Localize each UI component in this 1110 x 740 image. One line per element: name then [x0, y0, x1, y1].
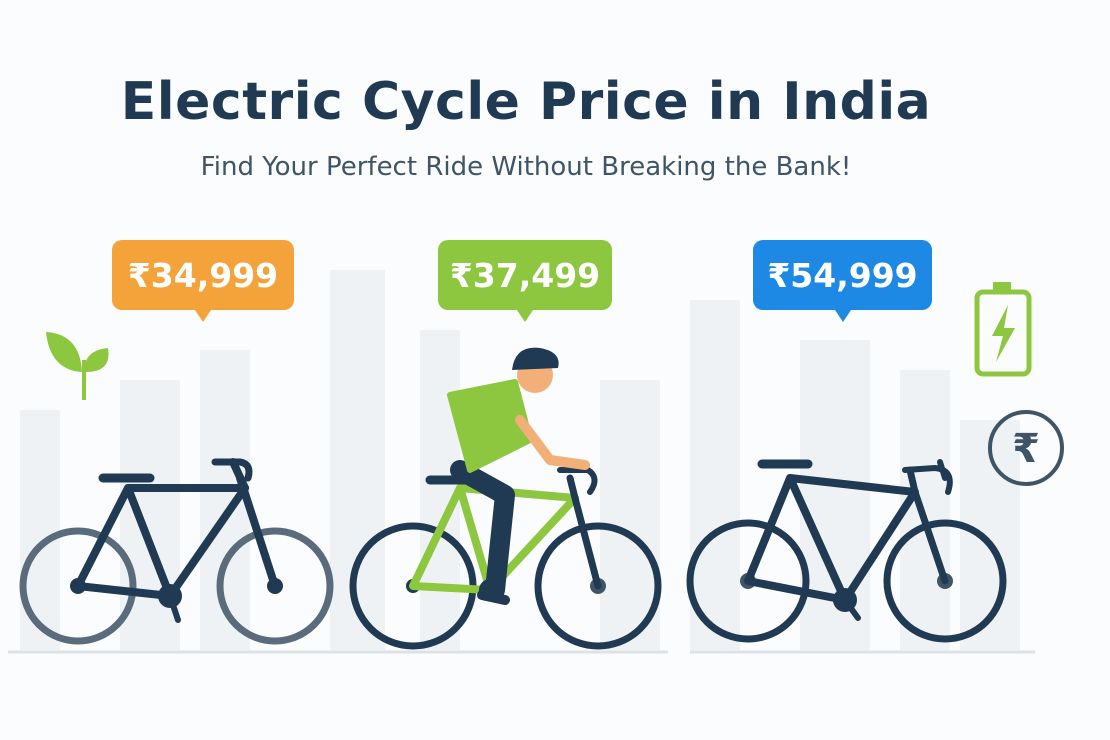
electric-bicycle-with-rider	[349, 347, 662, 650]
battery-bolt-icon	[974, 282, 1032, 377]
rupee-coin-icon: ₹	[988, 410, 1064, 486]
svg-text:₹: ₹	[1012, 426, 1040, 472]
page-subtitle: Find Your Perfect Ride Without Breaking …	[200, 152, 852, 182]
leaf-icon	[46, 332, 109, 400]
price-tag-electric-bike: ₹37,499	[438, 240, 612, 322]
page-title: Electric Cycle Price in India	[120, 72, 932, 132]
road-bicycle	[686, 459, 1007, 643]
city-bicycle	[19, 458, 334, 645]
price-tag-road-bike: ₹54,999	[753, 240, 932, 322]
price-tag-city-bike: ₹34,999	[112, 240, 294, 322]
